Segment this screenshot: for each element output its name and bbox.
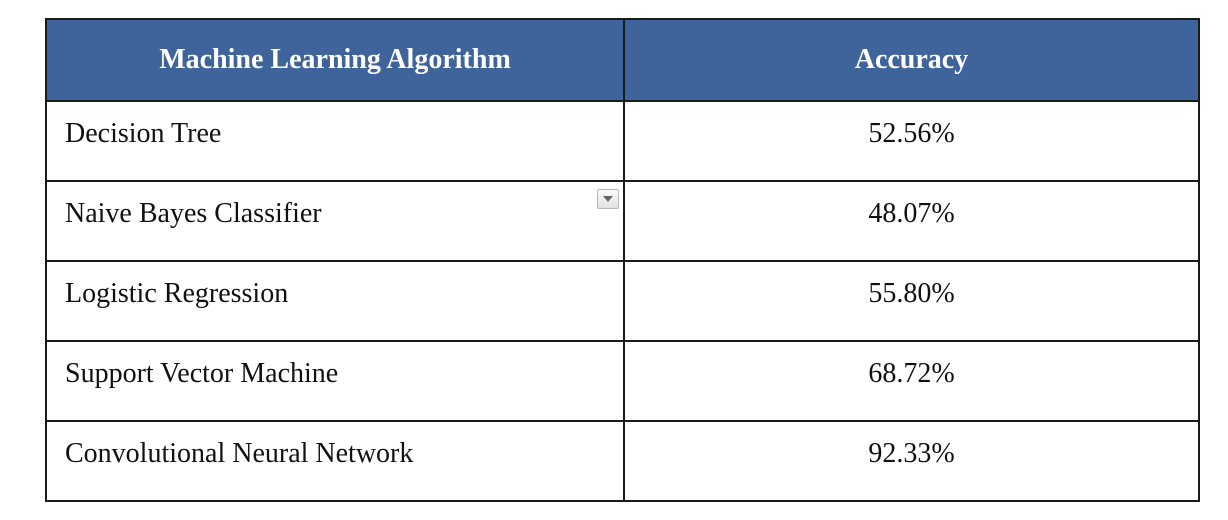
algorithm-cell: Logistic Regression xyxy=(45,260,625,342)
table-body: Decision Tree 52.56% Naive Bayes Classif… xyxy=(45,100,1200,502)
table-row: Decision Tree 52.56% xyxy=(45,100,1200,182)
table-row: Support Vector Machine 68.72% xyxy=(45,340,1200,422)
table-row: Logistic Regression 55.80% xyxy=(45,260,1200,342)
chevron-down-icon xyxy=(603,196,613,202)
table-row: Convolutional Neural Network 92.33% xyxy=(45,420,1200,502)
cell-dropdown-button[interactable] xyxy=(597,189,619,209)
algorithm-cell: Decision Tree xyxy=(45,100,625,182)
algorithm-name: Convolutional Neural Network xyxy=(65,438,414,469)
accuracy-cell: 48.07% xyxy=(623,180,1200,262)
header-row: Machine Learning Algorithm Accuracy xyxy=(45,18,1200,102)
algorithm-cell: Naive Bayes Classifier xyxy=(45,180,625,262)
table-row: Naive Bayes Classifier 48.07% xyxy=(45,180,1200,262)
accuracy-cell: 92.33% xyxy=(623,420,1200,502)
accuracy-cell: 52.56% xyxy=(623,100,1200,182)
accuracy-cell: 68.72% xyxy=(623,340,1200,422)
algorithm-cell: Convolutional Neural Network xyxy=(45,420,625,502)
algorithm-name: Support Vector Machine xyxy=(65,358,339,389)
algorithm-cell: Support Vector Machine xyxy=(45,340,625,422)
accuracy-cell: 55.80% xyxy=(623,260,1200,342)
algorithm-name: Decision Tree xyxy=(65,118,222,149)
algorithm-name: Naive Bayes Classifier xyxy=(65,198,322,229)
table-header: Machine Learning Algorithm Accuracy xyxy=(45,18,1200,102)
header-algorithm: Machine Learning Algorithm xyxy=(45,18,625,102)
results-table: Machine Learning Algorithm Accuracy Deci… xyxy=(45,18,1200,502)
header-accuracy: Accuracy xyxy=(623,18,1200,102)
algorithm-name: Logistic Regression xyxy=(65,278,289,309)
